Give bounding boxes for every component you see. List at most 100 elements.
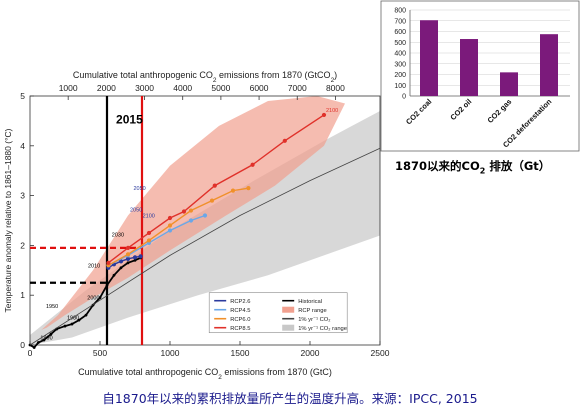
series-point: [202, 213, 208, 218]
series-point: [212, 183, 217, 188]
series-line: [108, 214, 206, 266]
series-line: [108, 187, 249, 266]
inset-bar: [460, 39, 478, 96]
x-top-tick-label: 5000: [211, 83, 230, 93]
series-point: [138, 254, 143, 259]
year-label: 2050: [134, 186, 146, 192]
x-top-tick-label: 8000: [326, 83, 345, 93]
series-point: [106, 260, 111, 265]
year-label: 2100: [143, 214, 155, 220]
series-point: [230, 188, 236, 193]
series-point: [250, 162, 255, 167]
series-point: [119, 266, 123, 270]
inset-bar: [500, 72, 518, 96]
inset-y-tick-label: 300: [394, 61, 406, 68]
series-point: [77, 318, 81, 322]
y-axis-label: Temperature anomaly relative to 1861–188…: [3, 128, 13, 312]
series-point: [167, 228, 173, 233]
inset-bar: [420, 20, 438, 96]
year-label: 2010: [88, 263, 100, 269]
x-top-tick-label: 1000: [59, 83, 78, 93]
series-point: [125, 256, 131, 261]
series-point: [118, 259, 124, 264]
series-point: [282, 138, 287, 143]
year-label: 2100: [326, 108, 338, 114]
x-tick-label: 2500: [371, 348, 390, 358]
x-top-tick-label: 7000: [288, 83, 307, 93]
x-top-tick-label: 6000: [250, 83, 269, 93]
x-tick-label: 2000: [301, 348, 320, 358]
inset-bar: [540, 34, 558, 96]
main-plot-area: 0 500 1000 1500 2000 2500 0 1 2 3 4 5 1000 2000 3000 40…: [3, 70, 390, 381]
legend-label: RCP8.5: [230, 326, 250, 332]
x-top-tick-label: 4000: [173, 83, 192, 93]
inset-y-tick-label: 100: [394, 83, 406, 90]
x-tick-label: 500: [93, 348, 107, 358]
series-point: [125, 245, 131, 250]
series-point: [246, 186, 251, 191]
year-label: 2000: [87, 296, 99, 302]
series-line: [29, 147, 381, 346]
series-point: [132, 255, 138, 260]
temperature-emissions-chart: 0 500 1000 1500 2000 2500 0 1 2 3 4 5 1000 2000 3000 40…: [3, 70, 390, 381]
figure-caption: 自1870年以来的累积排放量所产生的温度升高。来源：IPCC, 2015: [102, 391, 478, 406]
legend-label: RCP4.5: [230, 308, 250, 314]
series-point: [70, 322, 74, 326]
series-point: [167, 223, 173, 228]
legend-swatch: [282, 306, 295, 313]
series-point: [188, 218, 194, 223]
series-point: [63, 324, 67, 328]
x-top-tick-label: 2000: [97, 83, 116, 93]
series-point: [133, 258, 137, 262]
year-label: 1980: [67, 316, 79, 322]
series-point: [146, 238, 152, 243]
x-top-axis-label: Cumulative total anthropogenic CO2 emiss…: [73, 70, 337, 84]
legend-label: RCP range: [298, 308, 327, 314]
y-tick-label: 5: [20, 91, 25, 101]
series-point: [32, 346, 36, 349]
year-label: 2030: [112, 232, 124, 238]
year-label: 2050: [130, 208, 142, 214]
inset-y-tick-label: 500: [394, 40, 406, 47]
series-point: [167, 215, 173, 221]
inset-caption: 1870以来的CO2 排放（Gt）: [395, 159, 551, 176]
inset-y-tick-label: 700: [394, 18, 406, 25]
legend-label: 1% yr⁻¹ CO₂: [298, 317, 330, 323]
year-label: 1890: [40, 336, 52, 342]
series-point: [188, 208, 194, 213]
y-tick-label: 3: [20, 191, 25, 201]
series-point: [98, 296, 102, 300]
x-tick-label: 0: [28, 348, 33, 358]
series-point: [112, 273, 116, 277]
series-point: [181, 209, 187, 214]
y-tick-label: 2: [20, 240, 25, 250]
series-point: [126, 261, 130, 265]
y-tick-label: 4: [20, 141, 25, 151]
y-tick-label: 0: [20, 340, 25, 350]
y-tick-label: 1: [20, 290, 25, 300]
series-point: [321, 112, 327, 118]
x-tick-label: 1000: [161, 348, 180, 358]
inset-y-tick-label: 0: [402, 94, 406, 101]
x-axis-label: Cumulative total anthropogenic CO2 emiss…: [78, 367, 332, 381]
inset-y-tick-label: 600: [394, 29, 406, 36]
inset-y-tick-label: 800: [394, 8, 406, 15]
legend-label: Historical: [298, 299, 322, 305]
x-tick-label: 1500: [231, 348, 250, 358]
year-annotation: 2015: [116, 112, 143, 126]
series-point: [49, 332, 53, 336]
legend-swatch: [282, 324, 295, 331]
series-point: [146, 230, 152, 236]
series-point: [125, 252, 131, 257]
legend-label: RCP2.6: [230, 299, 250, 305]
inset-y-tick-label: 200: [394, 72, 406, 79]
legend-label: RCP6.0: [230, 317, 250, 323]
inset-y-tick-label: 400: [394, 51, 406, 58]
series-point: [105, 283, 109, 287]
series-point: [209, 198, 215, 203]
legend-label: 1% yr⁻¹ CO₂ range: [298, 326, 347, 332]
year-label: 1950: [46, 304, 58, 310]
series-point: [84, 313, 88, 317]
